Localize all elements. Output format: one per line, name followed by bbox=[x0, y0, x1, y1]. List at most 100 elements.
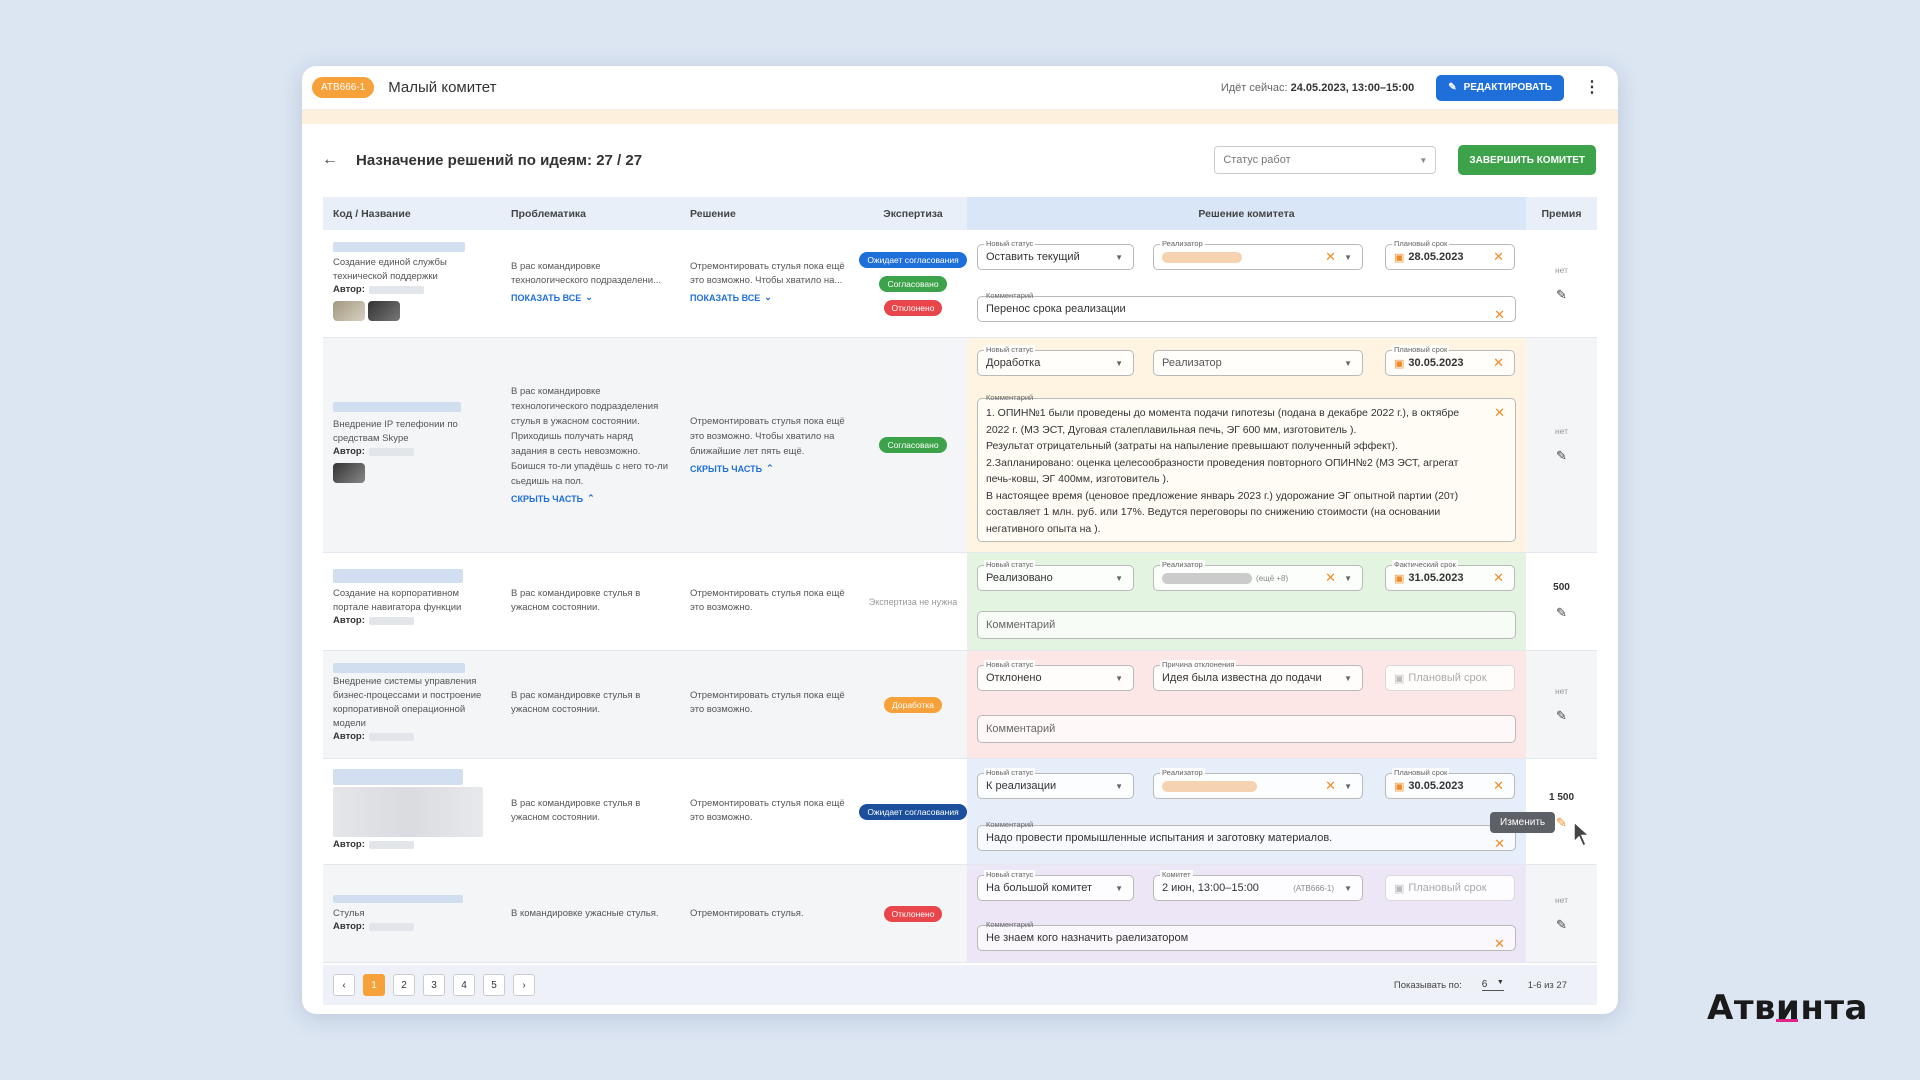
column-header: Код / Название bbox=[333, 207, 411, 220]
new-status-select[interactable]: Новый статус Доработка ▼ bbox=[977, 345, 1134, 376]
premium-value: нет bbox=[1554, 426, 1569, 436]
show-all-link[interactable]: ПОКАЗАТЬ ВСЕ ⌄ bbox=[690, 292, 772, 303]
solution-text: Отремонтировать стулья. bbox=[690, 908, 804, 919]
chevron-down-icon: ▼ bbox=[1115, 883, 1123, 893]
author-label: Автор: bbox=[333, 615, 365, 626]
solution-text: Отремонтировать стулья пока ещё это возм… bbox=[690, 261, 845, 286]
implementer-select[interactable]: Реализатор ✕ ▼ bbox=[1153, 768, 1363, 799]
implementer-select[interactable]: Реализатор (ещё +8) ✕ ▼ bbox=[1153, 560, 1363, 591]
page-button[interactable]: 2 bbox=[393, 974, 415, 996]
expertise-text: Экспертиза не нужна bbox=[868, 596, 958, 607]
page-button[interactable]: 5 bbox=[483, 974, 505, 996]
calendar-icon: ▣ bbox=[1394, 672, 1405, 685]
premium-value: нет bbox=[1554, 685, 1569, 696]
column-header: Экспертиза bbox=[883, 207, 943, 220]
planned-date-field[interactable]: ▣ Плановый срок bbox=[1385, 875, 1515, 901]
reject-reason-select[interactable]: Причина отклонения Идея была известна до … bbox=[1153, 660, 1363, 691]
new-status-select[interactable]: Новый статус К реализации ▼ bbox=[977, 768, 1134, 799]
page-button[interactable]: 3 bbox=[423, 974, 445, 996]
planned-date-field[interactable]: Плановый срок ▣ 30.05.2023 ✕ bbox=[1385, 345, 1515, 376]
pencil-icon[interactable]: ✎ bbox=[1556, 707, 1567, 723]
brand-underline bbox=[1776, 1019, 1798, 1022]
solution-text: Отремонтировать стулья пока ещё это возм… bbox=[690, 588, 845, 613]
chevron-down-icon: ⌄ bbox=[764, 292, 772, 302]
calendar-icon: ▣ bbox=[1394, 251, 1405, 264]
finish-committee-button[interactable]: ЗАВЕРШИТЬ КОМИТЕТ bbox=[1458, 145, 1596, 175]
actual-date-field[interactable]: Фактический срок ▣ 31.05.2023 ✕ bbox=[1385, 560, 1515, 591]
attachment-thumbnail[interactable] bbox=[333, 463, 365, 483]
status-badge: Отклонено bbox=[883, 905, 943, 922]
comment-field[interactable]: Комментарий Не знаем кого назначить раели… bbox=[977, 920, 1516, 951]
pencil-icon[interactable]: ✎ bbox=[1556, 286, 1567, 302]
chevron-down-icon: ▼ bbox=[1115, 673, 1123, 683]
calendar-icon: ▣ bbox=[1394, 572, 1405, 585]
problem-text: В рас командировке стулья в ужасном сост… bbox=[511, 798, 641, 823]
next-page-button[interactable]: › bbox=[513, 974, 535, 996]
app-title: Малый комитет bbox=[388, 79, 497, 96]
implementer-select[interactable]: Реализатор ✕ ▼ bbox=[1153, 239, 1363, 270]
planned-date-field[interactable]: Плановый срок ▣ 28.05.2023 ✕ bbox=[1385, 239, 1515, 270]
calendar-icon: ▣ bbox=[1394, 780, 1405, 793]
committee-select[interactable]: Комитет 2 июн, 13:00–15:00 (АТВ666-1) ▼ bbox=[1153, 870, 1363, 901]
idea-name: Внедрение IP телефонии по средствам Skyp… bbox=[333, 419, 458, 444]
edit-button[interactable]: ✎ РЕДАКТИРОВАТЬ bbox=[1436, 74, 1564, 101]
table-row: Внедрение IP телефонии по средствам Skyp… bbox=[323, 338, 1597, 553]
premium-value: 1 500 bbox=[1548, 792, 1575, 803]
chevron-down-icon: ▼ bbox=[1115, 781, 1123, 791]
new-status-select[interactable]: Новый статус Реализовано ▼ bbox=[977, 560, 1134, 591]
chevron-down-icon: ▼ bbox=[1496, 979, 1504, 986]
planned-date-field[interactable]: ▣ Плановый срок bbox=[1385, 665, 1515, 691]
notice-strip bbox=[302, 110, 1618, 124]
pencil-icon[interactable]: ✎ bbox=[1556, 916, 1567, 932]
chevron-down-icon: ▼ bbox=[1115, 573, 1123, 583]
clear-icon: ✕ bbox=[1493, 355, 1504, 370]
page-button[interactable]: 1 bbox=[363, 974, 385, 996]
column-header: Решение комитета bbox=[967, 197, 1526, 230]
comment-field[interactable]: Комментарий Перенос срока реализации ✕ bbox=[977, 291, 1516, 322]
comment-field[interactable]: Комментарий Надо провести промышленные ис… bbox=[977, 820, 1516, 851]
show-all-link[interactable]: ПОКАЗАТЬ ВСЕ ⌄ bbox=[511, 292, 593, 303]
comment-field[interactable]: Комментарий bbox=[977, 611, 1516, 639]
clear-icon: ✕ bbox=[1494, 405, 1505, 420]
comment-field[interactable]: Комментарий bbox=[977, 715, 1516, 743]
prev-page-button[interactable]: ‹ bbox=[333, 974, 355, 996]
page-title: Назначение решений по идеям: 27 / 27 bbox=[356, 151, 643, 169]
page-button[interactable]: 4 bbox=[453, 974, 475, 996]
calendar-icon: ▣ bbox=[1394, 357, 1405, 370]
pencil-icon[interactable]: ✎ bbox=[1556, 605, 1567, 620]
new-status-select[interactable]: Новый статус Оставить текущий ▼ bbox=[977, 239, 1134, 270]
hide-part-link[interactable]: СКРЫТЬ ЧАСТЬ ⌃ bbox=[511, 493, 595, 504]
chevron-down-icon: ▼ bbox=[1344, 358, 1352, 368]
more-menu-icon[interactable]: ⋮ bbox=[1584, 78, 1600, 96]
column-header: Премия bbox=[1541, 207, 1582, 220]
pencil-icon[interactable]: ✎ bbox=[1556, 448, 1567, 463]
implementer-chip bbox=[1162, 251, 1242, 263]
problem-text: В рас командировке технологического подр… bbox=[511, 386, 669, 487]
comment-field[interactable]: Комментарий ✕ 1. ОПИН№1 были проведены до… bbox=[977, 393, 1516, 542]
hide-part-link[interactable]: СКРЫТЬ ЧАСТЬ ⌃ bbox=[690, 463, 774, 474]
table-row: Внедрение системы управления бизнес-проц… bbox=[323, 651, 1597, 759]
pencil-icon[interactable]: ✎ bbox=[1556, 815, 1567, 830]
new-status-select[interactable]: Новый статус На большой комитет ▼ bbox=[977, 870, 1134, 901]
solution-text: Отремонтировать стулья пока ещё это возм… bbox=[690, 798, 845, 823]
show-by-label: Показывать по: bbox=[1393, 979, 1462, 991]
attachment-thumbnail[interactable] bbox=[333, 301, 365, 321]
status-badge: Согласовано bbox=[879, 275, 947, 292]
chevron-down-icon: ▼ bbox=[1115, 358, 1123, 368]
back-arrow-icon[interactable]: ← bbox=[322, 151, 338, 168]
idea-name: Создание на корпоративном портале навига… bbox=[333, 588, 462, 613]
problem-text: В рас командировке технологического подр… bbox=[511, 261, 661, 286]
work-status-select[interactable]: Статус работ ▼ bbox=[1214, 146, 1437, 174]
clear-icon: ✕ bbox=[1325, 570, 1336, 585]
brand-logo: Атвинта bbox=[1707, 988, 1868, 1028]
implementer-select[interactable]: Реализатор ▼ bbox=[1153, 350, 1363, 376]
edit-tooltip: Изменить bbox=[1490, 812, 1556, 833]
new-status-select[interactable]: Новый статус Отклонено ▼ bbox=[977, 660, 1134, 691]
premium-value: нет bbox=[1554, 264, 1569, 275]
premium-value: нет bbox=[1554, 894, 1569, 905]
planned-date-field[interactable]: Плановый срок ▣ 30.05.2023 ✕ bbox=[1385, 768, 1515, 799]
clear-icon: ✕ bbox=[1494, 836, 1505, 851]
idea-name: Внедрение системы управления бизнес-проц… bbox=[333, 676, 482, 729]
attachment-thumbnail[interactable] bbox=[368, 301, 400, 321]
per-page-select[interactable]: 6 ▼ bbox=[1481, 979, 1504, 991]
